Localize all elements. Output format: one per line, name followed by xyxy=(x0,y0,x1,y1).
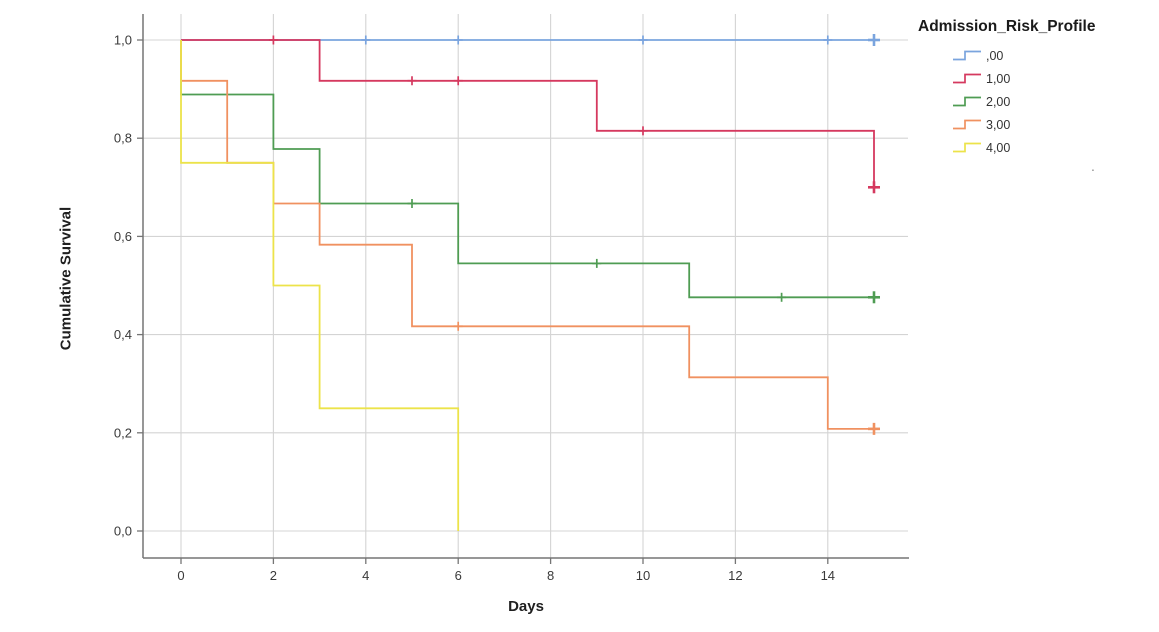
y-tick-label: 1,0 xyxy=(114,33,132,48)
survival-curve-3 xyxy=(180,40,874,430)
x-tick-label: 2 xyxy=(270,568,277,583)
legend-swatch-line xyxy=(953,119,981,130)
x-tick-label: 6 xyxy=(455,568,462,583)
legend-swatch-step-icon xyxy=(953,96,981,107)
y-axis-title: Cumulative Survival xyxy=(57,206,75,351)
x-tick-label: 10 xyxy=(636,568,650,583)
legend: Admission_Risk_Profile ,00 1,00 2,00 3,00 4,… xyxy=(918,18,1159,159)
legend-item-3: 3,00 xyxy=(952,113,1159,136)
survival-curve-2 xyxy=(180,40,874,299)
legend-swatch-step-icon xyxy=(953,119,981,130)
legend-items: ,00 1,00 2,00 3,00 4,00 xyxy=(952,44,1159,159)
legend-swatch-line xyxy=(953,96,981,107)
legend-title: Admission_Risk_Profile xyxy=(918,18,1096,35)
legend-item-4: 4,00 xyxy=(952,136,1159,159)
x-tick-label: 0 xyxy=(177,568,184,583)
legend-item-1: 1,00 xyxy=(952,67,1159,90)
legend-item-label: 2,00 xyxy=(986,94,1011,109)
legend-swatch-step-icon xyxy=(953,73,981,84)
legend-swatch-step-icon xyxy=(953,142,981,153)
stray-dot: . xyxy=(1091,158,1095,174)
y-tick-label: 0,4 xyxy=(114,327,132,342)
y-tick-label: 0,6 xyxy=(114,229,132,244)
x-tick-label: 8 xyxy=(547,568,554,583)
legend-item-label: 4,00 xyxy=(986,140,1011,155)
legend-item-label: 1,00 xyxy=(986,71,1011,86)
legend-swatch-line xyxy=(953,73,981,84)
x-tick-label: 12 xyxy=(728,568,742,583)
x-tick-label: 14 xyxy=(821,568,835,583)
legend-swatch-line xyxy=(953,50,981,61)
x-axis-title: Days xyxy=(508,598,544,615)
legend-swatch-line xyxy=(953,142,981,153)
legend-item-label: ,00 xyxy=(986,48,1004,63)
x-tick-label: 4 xyxy=(362,568,369,583)
y-tick-label: 0,8 xyxy=(114,131,132,146)
survival-curve-4 xyxy=(180,40,460,531)
y-tick-label: 0,2 xyxy=(114,425,132,440)
legend-item-label: 3,00 xyxy=(986,117,1011,132)
legend-item-0: ,00 xyxy=(952,44,1159,67)
survival-curve-1 xyxy=(181,39,875,188)
y-tick-label: 0,0 xyxy=(114,524,132,539)
legend-swatch-step-icon xyxy=(953,50,981,61)
legend-item-2: 2,00 xyxy=(952,90,1159,113)
